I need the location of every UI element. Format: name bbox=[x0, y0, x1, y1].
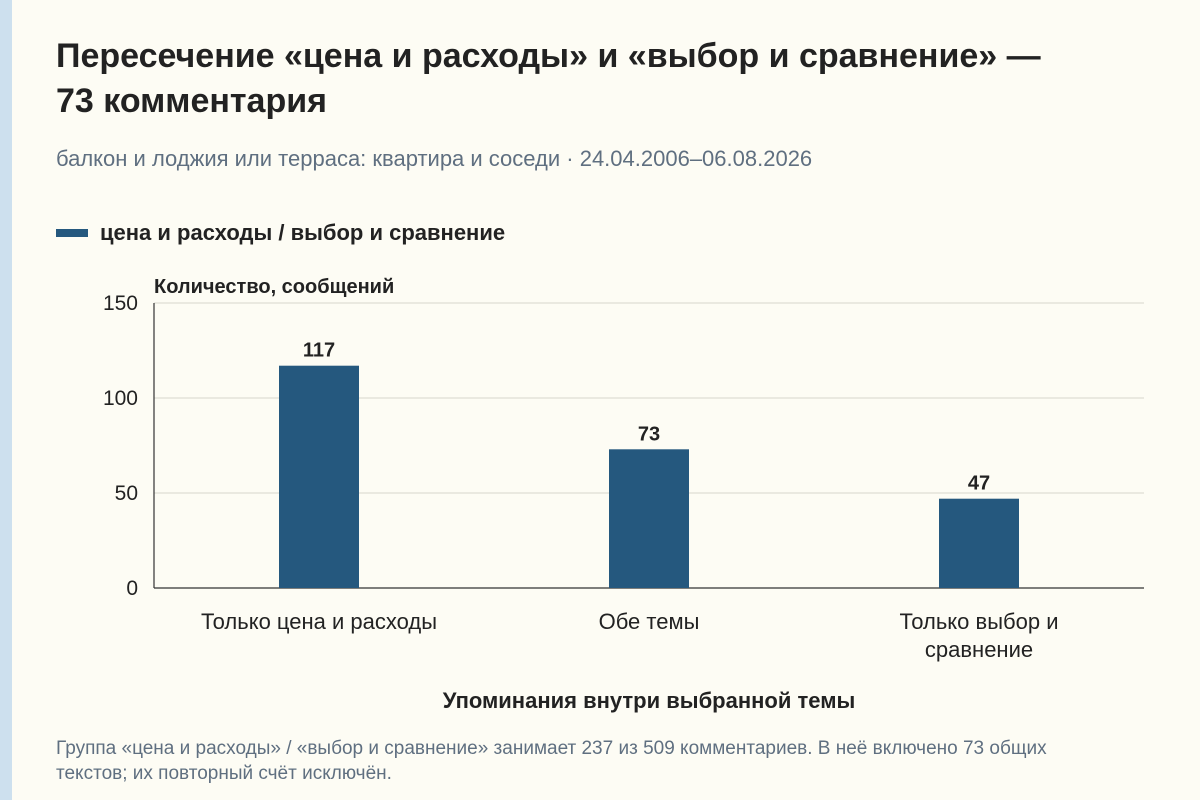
chart-footnote: Группа «цена и расходы» / «выбор и сравн… bbox=[56, 738, 1047, 784]
x-tick-label: Обе темы bbox=[599, 609, 700, 634]
y-tick-label: 0 bbox=[126, 577, 138, 600]
bar-chart: 0 50 100 150 Количество, сообщений 117 73 47 Тол… bbox=[103, 276, 1144, 713]
y-axis-title: Количество, сообщений bbox=[154, 276, 394, 298]
y-tick-label: 150 bbox=[103, 292, 138, 315]
legend-swatch bbox=[56, 229, 88, 237]
bar bbox=[939, 498, 1019, 588]
chart-legend: цена и расходы / выбор и сравнение bbox=[56, 219, 505, 247]
x-tick-label: Только цена и расходы bbox=[201, 609, 437, 634]
legend-label: цена и расходы / выбор и сравнение bbox=[100, 220, 506, 245]
data-label: 47 bbox=[968, 473, 990, 495]
bar bbox=[279, 365, 359, 588]
y-tick-label: 50 bbox=[115, 482, 138, 505]
x-axis-title: Упоминания внутри выбранной темы bbox=[443, 688, 856, 713]
chart-subtitle: балкон и лоджия или терраса: квартира и … bbox=[56, 146, 813, 171]
data-label: 73 bbox=[638, 423, 660, 445]
bar bbox=[609, 449, 689, 588]
chart-title: Пересечение «цена и расходы» и «выбор и … bbox=[56, 37, 1041, 120]
x-tick-label: Только выбор и сравнение bbox=[900, 609, 1059, 662]
y-tick-label: 100 bbox=[103, 387, 138, 410]
data-label: 117 bbox=[303, 340, 335, 362]
left-accent-stripe bbox=[0, 0, 12, 800]
